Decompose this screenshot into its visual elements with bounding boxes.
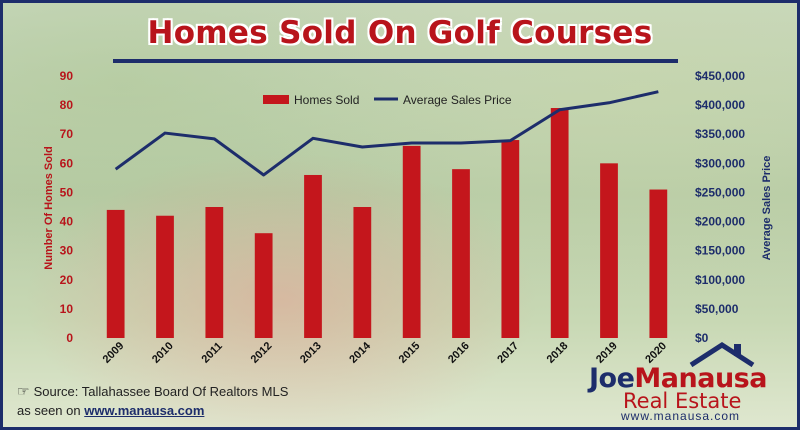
x-tick-label: 2018 [545,340,571,366]
logo-subtitle: Real Estate [623,389,742,413]
left-tick-label: 40 [60,215,74,229]
right-tick-label: $350,000 [695,127,745,141]
logo-url: www.manausa.com [621,409,741,423]
bar-homes-sold-2020 [649,189,668,338]
line-average-sales-price [114,90,659,177]
legend-label-bar: Homes Sold [294,93,359,107]
bar-homes-sold-2009 [106,209,125,338]
right-tick-label: $400,000 [695,98,745,112]
right-tick-label: $450,000 [695,69,745,83]
x-tick-label: 2009 [101,340,127,366]
left-axis-title: Number Of Homes Sold [43,146,55,269]
bar-homes-sold-2014 [353,207,372,338]
manausa-link[interactable]: www.manausa.com [84,403,205,418]
left-tick-label: 30 [60,244,74,258]
x-tick-label: 2016 [446,340,472,366]
bar-homes-sold-2010 [156,215,174,338]
source-note: ☞ Source: Tallahassee Board Of Realtors M… [17,383,288,400]
right-axis-title: Average Sales Price [761,156,773,261]
right-tick-label: $300,000 [695,156,745,170]
x-tick-label: 2012 [249,340,275,366]
left-tick-label: 0 [66,331,73,345]
right-tick-label: $150,000 [695,244,745,258]
left-tick-label: 70 [60,127,74,141]
source-text: Source: Tallahassee Board Of Realtors ML… [33,384,289,399]
bar-homes-sold-2017 [501,140,520,338]
right-axis: $0 $50,000 $100,000 $150,000 $200,000 $250,00… [695,69,745,345]
x-tick-label: 2015 [397,340,423,366]
combo-chart: 0 10 20 30 40 50 60 70 80 90 $0 $50,000 $100,000 $15… [43,69,773,366]
bar-homes-sold-2016 [452,169,470,338]
x-tick-label: 2011 [200,340,225,365]
pointing-hand-icon: ☞ [17,383,30,399]
left-tick-label: 80 [60,98,74,112]
left-tick-label: 60 [60,156,74,170]
left-axis: 0 10 20 30 40 50 60 70 80 90 [60,69,74,345]
bar-homes-sold-2015 [402,145,421,338]
logo-name-last: Manausa [634,363,767,394]
x-tick-label: 2014 [347,339,373,365]
chart-title: Homes Sold On Golf Courses [147,15,653,51]
legend: Homes Sold Average Sales Price [263,93,512,107]
bar-homes-sold-2018 [550,108,569,339]
right-tick-label: $200,000 [695,215,745,229]
x-tick-label: 2017 [495,340,521,366]
right-tick-label: $0 [695,331,709,345]
line-series [114,90,659,177]
right-tick-label: $100,000 [695,273,745,287]
bar-homes-sold-2011 [205,207,224,338]
brand-logo: JoeManausa Real Estate www.manausa.com [589,341,779,423]
logo-name: JoeManausa [589,363,767,394]
bar-series [106,108,668,339]
left-tick-label: 20 [60,273,74,287]
x-tick-label: 2013 [298,340,324,366]
seen-on-prefix: as seen on [17,403,81,418]
seen-on-note: as seen on www.manausa.com [17,403,204,418]
left-tick-label: 10 [60,302,74,316]
right-tick-label: $50,000 [695,302,739,316]
right-tick-label: $250,000 [695,185,745,199]
legend-label-line: Average Sales Price [403,93,512,107]
bar-homes-sold-2013 [304,174,322,338]
logo-name-first: Joe [589,363,635,394]
left-tick-label: 50 [60,185,74,199]
x-tick-label: 2010 [150,340,176,366]
house-roof-icon [689,342,755,367]
x-axis: 2009 2010 2011 2012 2013 2014 2015 2016 2017 2018… [101,339,669,365]
legend-swatch-bar [263,95,289,104]
left-tick-label: 90 [60,69,74,83]
bar-homes-sold-2019 [600,163,618,338]
title-underline [113,59,678,63]
bar-homes-sold-2012 [254,233,273,338]
